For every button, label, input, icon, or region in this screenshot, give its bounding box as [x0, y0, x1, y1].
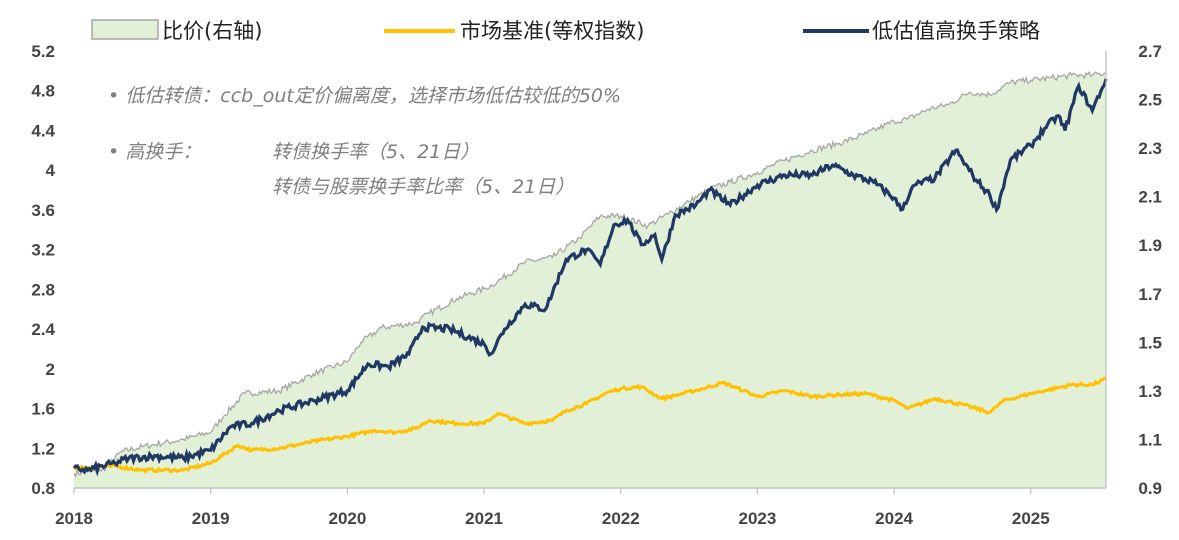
annotation-low-valuation: • 低估转债：ccb_out定价偏离度，选择市场低估较低的50%	[108, 85, 621, 107]
y-right-tick-label: 2.3	[1138, 139, 1162, 158]
y-left-tick-label: 0.8	[31, 479, 55, 498]
y-left-tick-label: 4.4	[31, 122, 55, 141]
y-left-tick-label: 1.2	[31, 439, 55, 458]
x-tick-label: 2025	[1012, 509, 1050, 528]
series-line-price-ratio	[73, 71, 1107, 479]
plot-area	[72, 71, 1108, 488]
y-left-ticks: 5.2 4.8 4.4 4 3.6 3.2 2.8 2.4 2 1.6 1.2 0.8	[31, 42, 55, 498]
y-right-tick-label: 2.5	[1138, 91, 1162, 110]
legend-label-benchmark: 市场基准(等权指数)	[460, 19, 644, 43]
x-ticks: 2018 2019 2020 2021 2022 2023 2024 2025	[55, 488, 1050, 528]
annotation-high-turnover: • 高换手：	[108, 141, 201, 163]
annotations: • 低估转债：ccb_out定价偏离度，选择市场低估较低的50% • 高换手： …	[108, 85, 621, 198]
y-left-tick-label: 2	[46, 360, 55, 379]
y-right-tick-label: 0.9	[1138, 479, 1162, 498]
x-tick-label: 2024	[875, 509, 913, 528]
x-tick-label: 2023	[738, 509, 776, 528]
y-left-tick-label: 2.4	[31, 320, 55, 339]
legend-label-price-ratio: 比价(右轴)	[162, 19, 262, 43]
y-right-tick-label: 1.7	[1138, 285, 1162, 304]
series-line-benchmark	[73, 376, 1107, 475]
y-right-tick-label: 1.5	[1138, 333, 1162, 352]
legend: 比价(右轴) 市场基准(等权指数) 低估值高换手策略	[91, 19, 1040, 43]
annotation-turnover-ratio: 转债与股票换手率比率（5、21日）	[272, 176, 574, 198]
annotation-turnover-rate: 转债换手率（5、21日）	[272, 141, 479, 163]
x-tick-label: 2019	[192, 509, 230, 528]
legend-swatch-price-ratio	[91, 19, 159, 40]
legend-label-strategy: 低估值高换手策略	[872, 19, 1040, 43]
y-right-tick-label: 1.9	[1138, 236, 1162, 255]
x-tick-label: 2018	[55, 509, 93, 528]
x-tick-label: 2021	[465, 509, 503, 528]
y-left-tick-label: 4	[46, 161, 56, 180]
y-left-tick-label: 3.2	[31, 241, 55, 260]
y-right-ticks: 2.7 2.5 2.3 2.1 1.9 1.7 1.5 1.3 1.1 0.9	[1138, 42, 1162, 498]
y-right-tick-label: 2.1	[1138, 188, 1162, 207]
y-right-tick-label: 2.7	[1138, 42, 1162, 61]
x-tick-label: 2022	[602, 509, 640, 528]
y-left-tick-label: 2.8	[31, 280, 55, 299]
axes	[74, 51, 1107, 489]
x-tick-label: 2020	[328, 509, 366, 528]
y-right-tick-label: 1.3	[1138, 382, 1162, 401]
y-left-tick-label: 4.8	[31, 82, 55, 101]
y-left-tick-label: 3.6	[31, 201, 55, 220]
y-left-tick-label: 5.2	[31, 42, 55, 61]
series-line-strategy	[72, 78, 1108, 477]
y-right-tick-label: 1.1	[1138, 430, 1162, 449]
series-area-price-ratio	[74, 72, 1106, 488]
y-left-tick-label: 1.6	[31, 400, 55, 419]
